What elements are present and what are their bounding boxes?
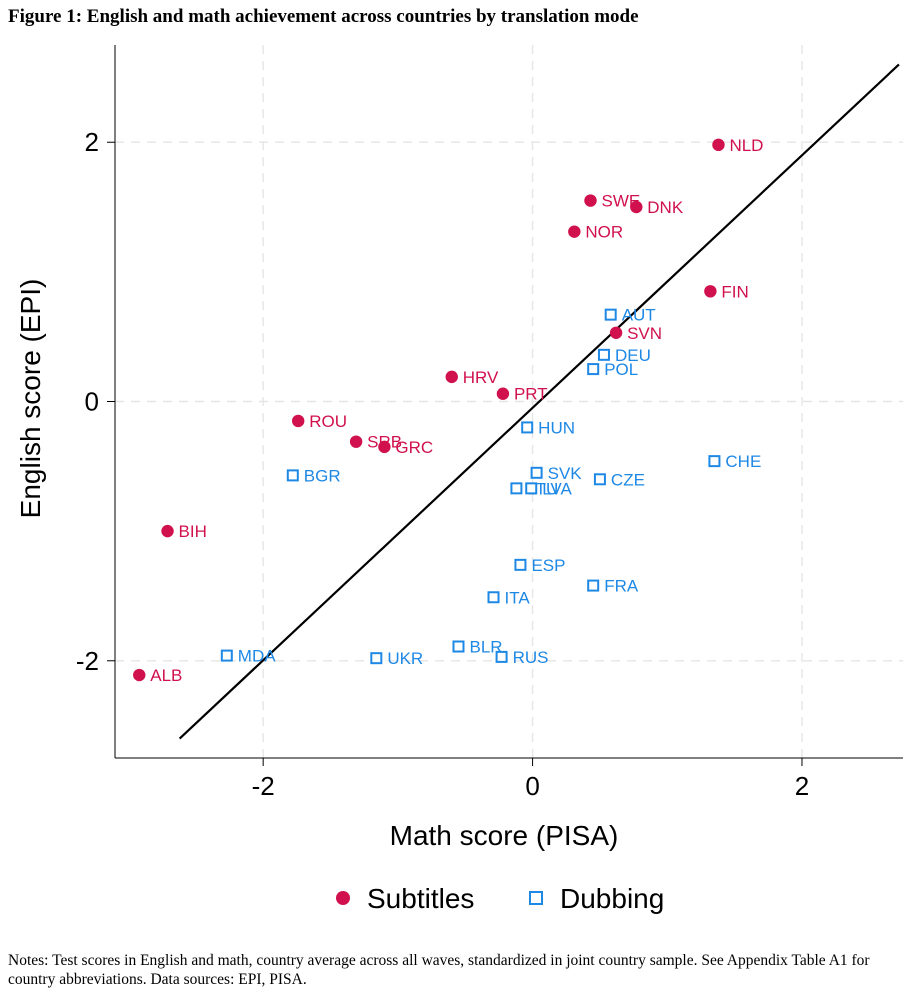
fit-line [178,63,900,740]
point-nor [568,225,581,238]
point-label-grc: GRC [395,438,433,457]
point-label-lva: LVA [542,479,572,498]
gridlines [115,45,903,758]
point-pol [587,363,600,376]
point-label-rus: RUS [513,648,549,667]
point-rou [291,414,305,428]
point-mda [220,649,233,662]
y-tick-label: -2 [76,646,99,676]
point-label-fin: FIN [721,282,748,301]
point-prt [496,387,510,400]
point-label-fra: FRA [604,577,639,596]
point-label-che: CHE [725,452,761,471]
point-lva [525,482,538,495]
y-tick-label: 0 [85,387,99,417]
point-label-esp: ESP [531,556,565,575]
point-label-hun: HUN [538,418,575,437]
point-label-ukr: UKR [387,649,423,668]
point-label-prt: PRT [514,385,548,404]
point-label-ita: ITA [505,588,531,607]
x-tick-label: -2 [252,771,275,801]
legend-label-subtitles: Subtitles [367,883,474,914]
x-tick-label: 0 [525,771,539,801]
x-tick-label: 2 [795,771,809,801]
point-label-mda: MDA [238,647,276,666]
point-ita [487,591,500,604]
point-rus [495,650,508,663]
point-label-cze: CZE [611,470,645,489]
point-bgr [286,469,299,482]
axes: -2 0 2 -2 0 2 Math score (PISA) English score (… [15,45,903,851]
legend-label-dubbing: Dubbing [560,883,664,914]
fit-line-group [178,63,900,740]
point-nld [712,138,725,152]
point-label-nor: NOR [585,223,623,242]
point-ukr [370,652,383,665]
y-tick-label: 2 [85,127,99,157]
point-label-blr: BLR [469,638,502,657]
point-cze [593,473,606,486]
point-label-rou: ROU [309,412,347,431]
point-hrv [445,370,458,384]
point-esp [514,558,527,571]
point-label-aut: AUT [622,306,656,325]
point-label-nld: NLD [729,136,763,155]
point-label-svn: SVN [627,324,662,343]
point-blr [452,640,465,653]
point-grc [378,440,391,454]
point-alb [133,668,146,682]
point-che [708,455,721,468]
point-label-dnk: DNK [647,198,684,217]
point-label-deu: DEU [615,346,651,365]
point-label-pol: POL [604,360,638,379]
figure-notes: Notes: Test scores in English and math, … [8,952,870,988]
point-deu [597,348,610,361]
point-aut [604,308,617,321]
point-hun [521,421,534,434]
scatter-chart: -2 0 2 -2 0 2 Math score (PISA) English score (… [15,45,903,914]
point-label-hrv: HRV [463,368,499,387]
point-fin [704,285,717,298]
point-label-bih: BIH [179,522,207,541]
point-bih [161,524,174,538]
point-fra [587,579,600,592]
legend: Subtitles Dubbing [336,883,664,914]
y-axis-label: English score (EPI) [15,279,46,519]
point-dnk [630,200,643,214]
point-srb [349,435,363,448]
point-swe [584,194,597,207]
point-label-bgr: BGR [304,466,341,485]
point-svn [609,326,623,339]
point-label-alb: ALB [150,666,182,685]
point-svk [530,466,543,479]
legend-marker-subtitles [336,891,350,905]
figure-title: Figure 1: English and math achievement a… [8,6,639,27]
legend-marker-dubbing [529,891,543,905]
data-points: NLDSWEDNKNORFINSVNHRVPRTROUSRBGRCBIHALBA… [133,136,763,685]
point-label-svk: SVK [548,464,583,483]
x-axis-label: Math score (PISA) [390,820,619,851]
point-ltu [510,482,523,495]
